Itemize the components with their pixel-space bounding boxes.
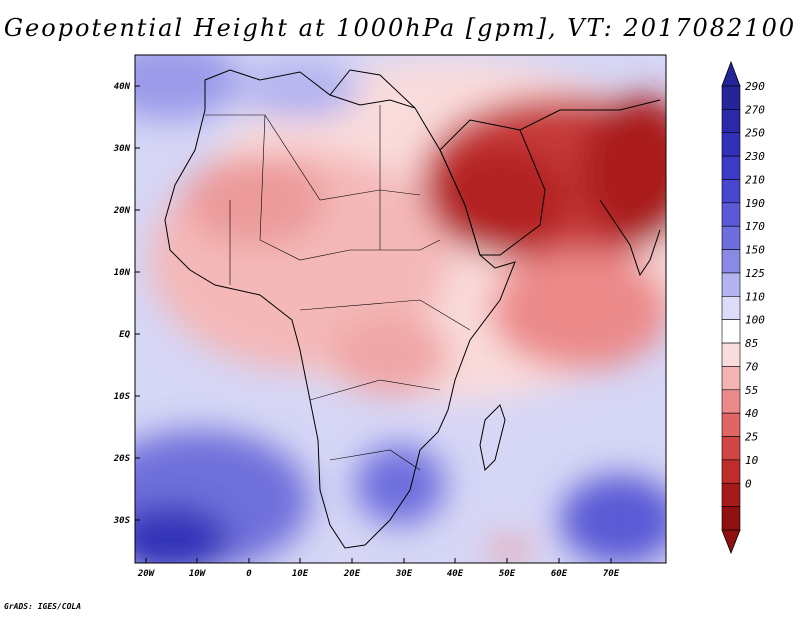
colorbar-segment <box>721 342 741 367</box>
footer-credit: GrADS: IGES/COLA <box>4 602 82 611</box>
colorbar-segment <box>721 482 741 507</box>
colorbar-top-arrow <box>721 60 741 87</box>
map-frame <box>134 54 667 564</box>
x-tick-label: 40E <box>447 569 464 579</box>
colorbar-label: 190 <box>745 197 765 210</box>
y-tick-label: 10S <box>114 392 131 402</box>
colorbar-segment <box>721 85 741 110</box>
y-axis-labels: 40N 30N 20N 10N EQ 10S 20S 30S <box>113 82 131 526</box>
colorbar-segment <box>721 506 741 531</box>
x-tick-label: 30E <box>395 569 413 579</box>
x-tick-label: 10W <box>189 569 207 579</box>
colorbar: 2902702502302101901701501251101008570554… <box>721 60 765 555</box>
colorbar-segment <box>721 225 741 250</box>
height-field <box>135 55 666 563</box>
colorbar-segment <box>721 155 741 180</box>
y-tick-label: EQ <box>119 330 130 340</box>
map-title: Geopotential Height at 1000hPa [gpm], VT… <box>3 14 797 42</box>
colorbar-label: 25 <box>745 431 758 444</box>
colorbar-segment <box>721 132 741 157</box>
colorbar-segment <box>721 272 741 297</box>
colorbar-label: 230 <box>745 150 765 163</box>
colorbar-segment <box>721 412 741 437</box>
colorbar-label: 170 <box>745 220 765 233</box>
colorbar-label: 125 <box>745 267 765 280</box>
x-tick-label: 70E <box>603 569 620 579</box>
x-tick-label: 60E <box>551 569 568 579</box>
colorbar-labels: 2902702502302101901701501251101008570554… <box>745 80 765 490</box>
colorbar-label: 10 <box>745 454 759 467</box>
colorbar-label: 40 <box>745 407 759 420</box>
colorbar-segment <box>721 296 741 320</box>
colorbar-segment <box>721 389 741 414</box>
colorbar-segment <box>721 366 741 391</box>
y-tick-label: 20N <box>113 206 131 216</box>
colorbar-label: 110 <box>745 290 765 303</box>
colorbar-label: 55 <box>745 384 758 397</box>
colorbar-label: 250 <box>745 127 765 140</box>
colorbar-segment <box>721 179 741 204</box>
colorbar-segment <box>721 109 741 134</box>
colorbar-segments <box>721 85 741 531</box>
colorbar-segment <box>721 202 741 227</box>
y-tick-label: 20S <box>113 454 131 464</box>
y-tick-label: 40N <box>114 82 131 92</box>
colorbar-segment <box>721 436 741 461</box>
colorbar-label: 270 <box>745 103 765 116</box>
colorbar-label: 210 <box>745 173 765 186</box>
x-tick-label: 50E <box>499 569 516 579</box>
colorbar-label: 70 <box>745 360 759 373</box>
colorbar-bottom-arrow <box>721 529 741 555</box>
x-tick-label: 10E <box>292 569 309 579</box>
colorbar-segment <box>721 319 741 344</box>
colorbar-segment <box>721 249 741 274</box>
y-tick-label: 30S <box>113 516 131 526</box>
y-tick-label: 10N <box>114 268 131 278</box>
y-tick-label: 30N <box>113 144 131 154</box>
colorbar-label: 85 <box>745 337 758 350</box>
tick-marks <box>135 85 612 563</box>
colorbar-segment <box>721 459 741 484</box>
x-axis-labels: 20W 10W 0 10E 20E 30E 40E 50E 60E 70E <box>137 569 620 579</box>
colorbar-label: 150 <box>745 244 765 257</box>
country-borders <box>205 105 471 471</box>
colorbar-label: 100 <box>745 314 765 327</box>
x-tick-label: 20W <box>137 569 156 579</box>
x-tick-label: 0 <box>246 569 252 579</box>
colorbar-label: 0 <box>745 477 752 490</box>
colorbar-label: 290 <box>745 80 765 93</box>
coastlines <box>164 69 661 549</box>
x-tick-label: 20E <box>343 569 361 579</box>
